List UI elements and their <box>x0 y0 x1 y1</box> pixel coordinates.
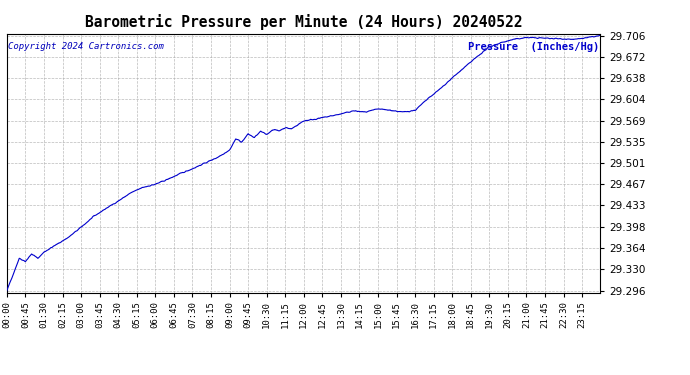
Text: Pressure  (Inches/Hg): Pressure (Inches/Hg) <box>468 42 599 51</box>
Title: Barometric Pressure per Minute (24 Hours) 20240522: Barometric Pressure per Minute (24 Hours… <box>85 14 522 30</box>
Text: Copyright 2024 Cartronics.com: Copyright 2024 Cartronics.com <box>8 42 164 51</box>
